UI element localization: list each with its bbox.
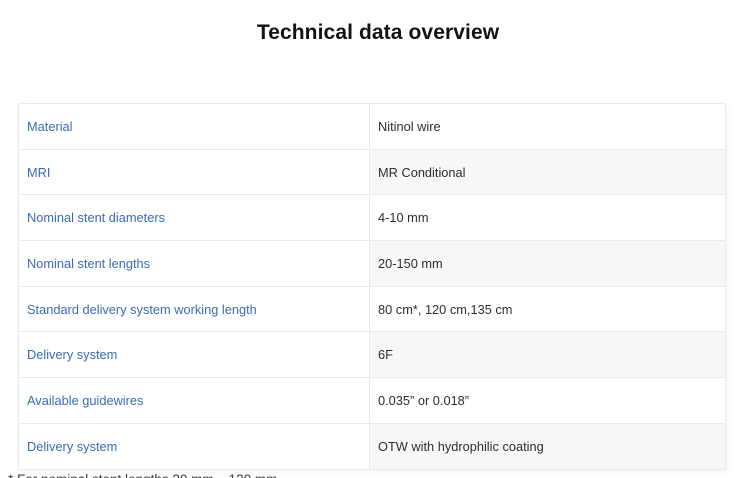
table-row: Standard delivery system working length … [18, 285, 726, 333]
page: Technical data overview Material Nitinol… [0, 21, 756, 478]
table-row: Available guidewires 0.035” or 0.018” [18, 377, 726, 424]
technical-data-table-container: Material Nitinol wire MRI MR Conditional… [18, 103, 726, 470]
table-row: Nominal stent lengths 20-150 mm [18, 240, 726, 287]
table-row: Delivery system OTW with hydrophilic coa… [18, 422, 726, 470]
spec-value: OTW with hydrophilic coating [369, 422, 726, 470]
spec-label: Available guidewires [18, 377, 370, 424]
spec-label: Material [18, 103, 370, 150]
spec-label: Delivery system [18, 422, 370, 470]
spec-label: Nominal stent lengths [18, 240, 370, 287]
spec-value: 6F [369, 331, 726, 379]
page-title: Technical data overview [256, 21, 500, 44]
table-row: MRI MR Conditional [18, 148, 726, 196]
spec-label: Nominal stent diameters [18, 194, 370, 242]
spec-value: 20-150 mm [369, 240, 726, 287]
spec-label: Delivery system [18, 331, 370, 379]
table-row: Delivery system 6F [18, 331, 726, 379]
spec-label: Standard delivery system working length [18, 285, 370, 333]
table-row: Material Nitinol wire [18, 103, 726, 150]
spec-value: Nitinol wire [369, 103, 726, 150]
spec-value: MR Conditional [369, 148, 726, 196]
technical-data-table: Material Nitinol wire MRI MR Conditional… [18, 103, 726, 470]
spec-value: 80 cm*, 120 cm,135 cm [369, 285, 726, 333]
table-footnote: * For nominal stent lengths 20 mm – 120 … [8, 472, 281, 478]
spec-value: 0.035” or 0.018” [369, 377, 726, 424]
spec-label: MRI [18, 148, 370, 196]
table-row: Nominal stent diameters 4-10 mm [18, 194, 726, 242]
spec-value: 4-10 mm [369, 194, 726, 242]
